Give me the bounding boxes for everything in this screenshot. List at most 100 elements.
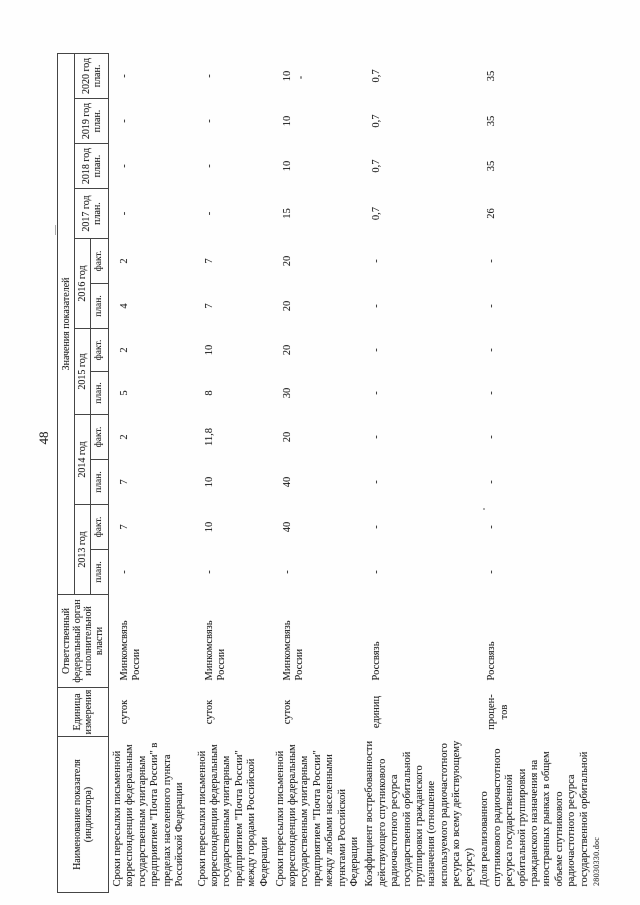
table-row: Сроки пересылки письменной корреспонденц…	[272, 53, 362, 892]
value-cell: 0,7	[371, 114, 383, 128]
value-cell: -	[371, 435, 383, 439]
value-cell: -	[119, 74, 130, 78]
value-cell: 5	[119, 390, 130, 396]
row-name-cell: Доля реализованного спутникового радиоча…	[479, 748, 590, 887]
authority-cell: Россвязь	[486, 641, 498, 681]
value-cell: 8	[203, 390, 215, 396]
value-cell: -	[371, 348, 383, 352]
value-cell: -	[486, 570, 498, 574]
subheader-plan-2014: план.	[90, 459, 109, 505]
value-cell: 7	[119, 524, 130, 530]
value-cell: -	[119, 211, 130, 216]
col-header-year-2017: 2017 год план.	[74, 188, 109, 239]
value-cell: 2	[119, 258, 130, 264]
col-header-year-2014: 2014 год	[74, 414, 91, 505]
value-cell: -	[371, 480, 383, 484]
col-header-year-2013: 2013 год	[74, 504, 91, 595]
authority-cell: Минкомсвязь России	[119, 620, 143, 681]
scan-speck	[300, 76, 302, 79]
value-cell: -	[486, 348, 498, 352]
value-cell: -	[486, 525, 498, 529]
value-cell: 35	[486, 70, 498, 82]
value-cell: -	[371, 570, 383, 574]
value-cell: -	[486, 480, 498, 484]
value-cell: -	[371, 259, 383, 263]
value-cell: -	[203, 570, 215, 574]
value-cell: 0,7	[371, 69, 383, 83]
row-name-cell: Сроки пересылки письменной корреспонденц…	[196, 744, 270, 887]
value-cell: 4	[119, 303, 130, 309]
col-header-year-2018: 2018 год план.	[74, 143, 109, 189]
authority-cell: Минкомсвязь России	[281, 620, 305, 681]
value-cell: 10	[281, 70, 293, 82]
value-cell: 7	[119, 479, 130, 485]
value-cell: 26	[486, 208, 498, 219]
row-name-cell: Сроки пересылки письменной корреспонденц…	[112, 742, 186, 887]
value-cell: -	[486, 304, 498, 308]
value-cell: 0,7	[371, 206, 383, 221]
value-cell: 7	[203, 303, 215, 309]
value-cell: 20	[281, 431, 293, 443]
unit-cell: процен- тов	[486, 694, 510, 730]
unit-cell: суток	[119, 699, 130, 725]
col-header-year-2016: 2016 год	[74, 238, 91, 329]
document-filename: 28030330.doc	[592, 836, 601, 886]
col-header-authority: Ответственный федеральный орган исполнит…	[57, 594, 109, 688]
col-header-unit: Единица измерения	[57, 687, 109, 737]
value-cell: -	[203, 74, 215, 78]
row-name-cell: Коэффициент востребованности действующег…	[364, 740, 475, 887]
value-cell: -	[203, 164, 215, 168]
value-cell: -	[371, 391, 383, 395]
value-cell: -	[119, 164, 130, 168]
value-cell: 15	[281, 208, 293, 219]
value-cell: 10	[203, 344, 215, 356]
value-cell: 7	[203, 258, 215, 264]
value-cell: 10	[203, 521, 215, 533]
value-cell: -	[119, 570, 130, 574]
value-cell: 35	[486, 160, 498, 172]
subheader-fact-2013: факт.	[90, 504, 109, 550]
authority-cell: Минкомсвязь России	[203, 620, 227, 681]
subheader-fact-2014: факт.	[90, 414, 109, 460]
table-row: Доля реализованного спутникового радиоча…	[476, 53, 640, 892]
value-cell: 2	[119, 347, 130, 353]
col-header-indicator: Наименование показателя (индикатора)	[57, 736, 109, 893]
value-cell: 11,8	[203, 428, 215, 446]
value-cell: -	[486, 435, 498, 439]
col-header-year-2015: 2015 год	[74, 328, 91, 415]
value-cell: -	[486, 259, 498, 263]
table-row: Сроки пересылки письменной корреспонденц…	[109, 53, 194, 892]
subheader-plan-2013: план.	[90, 549, 109, 595]
value-cell: 10	[281, 115, 293, 127]
table-row: Коэффициент востребованности действующег…	[361, 53, 476, 892]
value-cell: -	[281, 570, 293, 574]
value-cell: -	[371, 304, 383, 308]
unit-cell: единиц	[371, 695, 383, 729]
value-cell: 40	[281, 521, 293, 533]
table-row: Сроки пересылки письменной корреспонденц…	[194, 53, 272, 892]
col-header-year-2019: 2019 год план.	[74, 98, 109, 144]
indicators-table: Наименование показателя (индикатора) Еди…	[57, 53, 640, 893]
value-cell: 30	[281, 387, 293, 399]
value-cell: -	[119, 119, 130, 123]
value-cell: 2	[119, 434, 130, 440]
value-cell: 40	[281, 476, 293, 488]
scan-speck	[55, 225, 56, 235]
subheader-plan-2016: план.	[90, 283, 109, 329]
subheader-plan-2015: план.	[90, 371, 109, 415]
value-cell: -	[203, 211, 215, 216]
scan-speck	[483, 508, 485, 510]
unit-cell: суток	[281, 699, 293, 725]
col-header-year-2020: 2020 год план.	[74, 53, 109, 99]
value-cell: 0,7	[371, 159, 383, 173]
subheader-fact-2016: факт.	[90, 238, 109, 284]
authority-cell: Россвязь	[371, 641, 383, 681]
row-name-cell: Сроки пересылки письменной корреспонденц…	[274, 744, 360, 887]
value-cell: 10	[203, 476, 215, 488]
value-cell: 10	[281, 160, 293, 172]
value-cell: 20	[281, 255, 293, 267]
value-cell: 20	[281, 300, 293, 312]
value-cell: -	[486, 391, 498, 395]
